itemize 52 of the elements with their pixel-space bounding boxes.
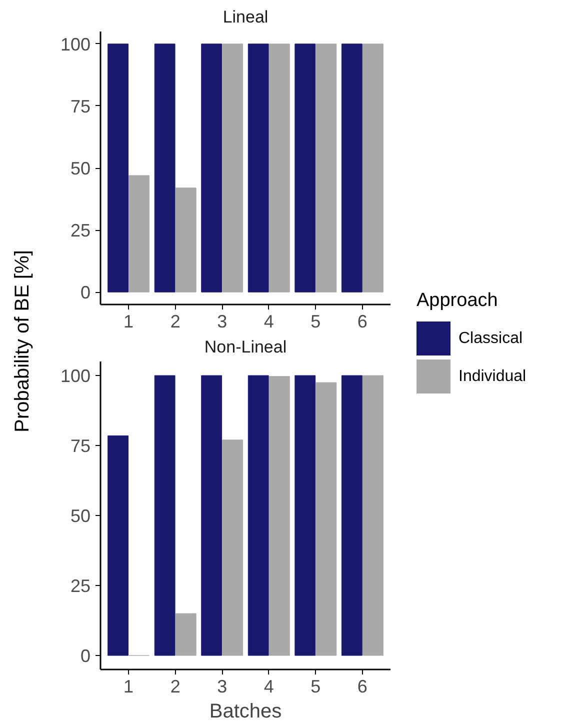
x-tick-label: 3 xyxy=(217,676,228,696)
y-tick-label: 0 xyxy=(80,282,91,303)
bar xyxy=(294,375,316,656)
x-tick-label: 2 xyxy=(170,676,180,696)
x-tick-label: 4 xyxy=(264,676,274,696)
y-tick-label: 75 xyxy=(70,436,91,456)
chart-title: Non-Lineal xyxy=(204,338,287,356)
y-tick-label: 25 xyxy=(70,576,91,596)
y-tick-label: 50 xyxy=(70,158,91,178)
legend-title: Approach xyxy=(416,290,498,311)
bar xyxy=(201,44,222,292)
x-tick-label: 6 xyxy=(357,312,368,332)
x-tick-label: 2 xyxy=(170,312,180,332)
x-tick-label: 4 xyxy=(264,312,274,332)
bar xyxy=(268,44,290,292)
y-tick-label: 75 xyxy=(70,96,91,116)
bar xyxy=(316,382,337,656)
y-tick-label: 25 xyxy=(70,220,91,241)
bar xyxy=(248,375,269,656)
x-tick-label: 5 xyxy=(310,312,321,332)
x-tick-label: 1 xyxy=(124,312,134,332)
bar xyxy=(201,375,222,656)
bar xyxy=(362,44,384,292)
bar xyxy=(341,375,362,656)
x-tick-label: 3 xyxy=(217,312,228,332)
x-tick-label: 1 xyxy=(124,676,134,696)
bar xyxy=(108,435,128,656)
bar xyxy=(108,44,128,292)
y-axis-title: Probability of BE [%] xyxy=(12,250,34,432)
bar xyxy=(128,175,150,292)
x-tick-label: 6 xyxy=(357,676,368,696)
bar xyxy=(362,375,384,656)
y-tick-label: 50 xyxy=(70,506,91,526)
bar xyxy=(268,376,290,656)
bar xyxy=(316,44,337,292)
bar xyxy=(341,44,362,292)
bar xyxy=(222,440,244,656)
legend-label: Classical xyxy=(458,330,523,347)
y-tick-label: 0 xyxy=(80,646,91,666)
x-axis-title: Batches xyxy=(209,700,282,722)
bar xyxy=(175,188,196,292)
bar xyxy=(222,44,244,292)
chart-title: Lineal xyxy=(222,8,268,26)
bar xyxy=(294,44,316,292)
bar xyxy=(248,44,269,292)
y-tick-label: 100 xyxy=(60,34,91,54)
bar xyxy=(175,613,196,656)
x-tick-label: 5 xyxy=(310,676,321,696)
legend-label: Individual xyxy=(458,368,526,385)
bar xyxy=(154,44,176,292)
bar xyxy=(154,375,176,656)
y-tick-label: 100 xyxy=(60,366,91,386)
